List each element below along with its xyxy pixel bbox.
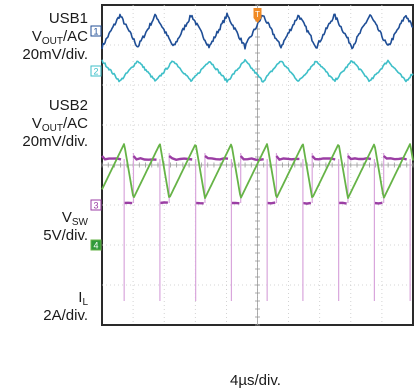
- trigger-marker-label: T: [255, 10, 260, 19]
- il-marker-label: 4: [93, 241, 98, 251]
- vsw-low-segment: [160, 203, 168, 204]
- usb2-channel-marker: 2: [91, 66, 101, 77]
- vsw-low-segment: [374, 203, 382, 204]
- vsw-marker-label: 3: [93, 201, 98, 211]
- timebase-label: 4µs/div.: [230, 372, 281, 390]
- il-channel-marker: 4: [91, 240, 101, 251]
- oscilloscope-plot: 1 2 3 4 T: [0, 0, 415, 367]
- usb1-marker-label: 1: [93, 27, 98, 37]
- vsw-channel-marker: 3: [91, 200, 101, 211]
- usb2-marker-label: 2: [93, 67, 98, 77]
- vsw-low-segment: [303, 203, 311, 204]
- vsw-low-segment: [339, 203, 347, 204]
- vsw-low-segment: [267, 203, 275, 204]
- usb1-channel-marker: 1: [91, 26, 101, 37]
